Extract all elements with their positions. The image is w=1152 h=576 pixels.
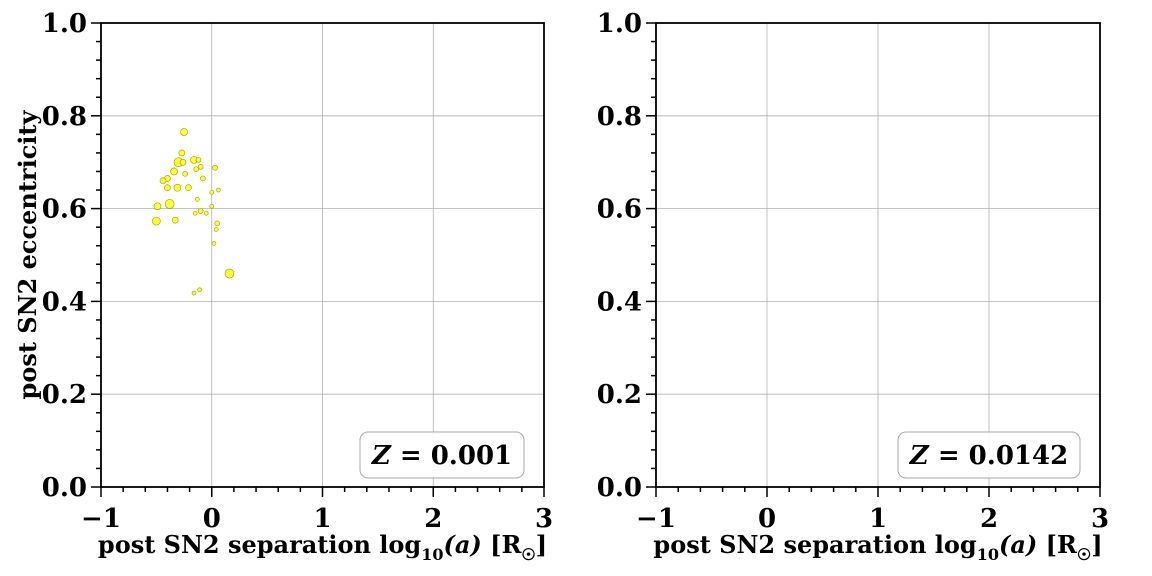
scatter-point — [209, 203, 215, 209]
scatter-point — [213, 227, 219, 232]
scatter-point — [203, 210, 209, 216]
x-axis-label: post SN2 separation log10(a) [R☉] — [653, 530, 1102, 564]
y-tick-label: 0.2 — [42, 380, 87, 410]
minor-ticks — [91, 22, 545, 497]
x-tick-label: 1 — [313, 504, 331, 534]
plot-frame — [655, 22, 1101, 488]
y-tick-label: 0.6 — [597, 195, 642, 225]
y-tick-label: 0.8 — [42, 102, 87, 132]
legend-value: = 0.001 — [391, 441, 512, 471]
x-tick-label: −1 — [81, 504, 121, 534]
scatter-point — [209, 190, 215, 195]
scatter-point — [197, 208, 204, 214]
chart-panel-1: −1 0 1 2 3 0.0 0.2 0.4 0.6 0.8 1.0 post SN2 separat… — [13, 9, 553, 564]
x-tick-label: 3 — [535, 504, 553, 534]
scatter-point — [211, 241, 217, 246]
x-tick-label: 2 — [980, 504, 998, 534]
scatter-point — [193, 166, 200, 172]
y-tick-label: 0.4 — [597, 287, 642, 317]
scatter-point — [195, 157, 202, 163]
scatter-point — [224, 268, 235, 279]
x-axis-label-unit-sub: ☉ — [1077, 545, 1091, 564]
scatter-point — [159, 177, 167, 185]
y-axis-label: post SN2 eccentricity — [13, 110, 42, 400]
scatter-point — [179, 158, 187, 166]
legend-value: = 0.0142 — [929, 441, 1068, 471]
y-tick-label: 0.4 — [42, 287, 87, 317]
x-axis-label-arg: (a) — [443, 530, 481, 559]
x-tick-label: 0 — [203, 504, 221, 534]
legend-text: Z = 0.0142 — [909, 441, 1068, 471]
y-tick-label: 1.0 — [42, 9, 87, 39]
scatter-point — [197, 287, 202, 293]
x-tick-label: −1 — [636, 504, 676, 534]
x-axis-label-arg: (a) — [999, 530, 1037, 559]
y-tick-label: 0.0 — [597, 473, 642, 503]
grid — [100, 22, 545, 488]
scatter-point — [212, 164, 218, 171]
legend-var: Z — [909, 441, 930, 471]
scatter-point — [200, 175, 206, 182]
x-axis-label-close: ] — [536, 530, 547, 559]
plot-frame — [100, 22, 545, 488]
scatter-point — [173, 183, 182, 192]
scatter-point — [197, 164, 204, 170]
x-tick-label: 1 — [869, 504, 887, 534]
scatter-point — [164, 184, 171, 192]
x-tick-label: 0 — [758, 504, 776, 534]
x-axis-label-unit: [R — [482, 530, 523, 559]
x-axis-label-sub: 10 — [977, 545, 999, 564]
legend-box — [359, 431, 525, 479]
scatter-series — [152, 128, 235, 296]
y-tick-label: 1.0 — [597, 9, 642, 39]
chart-panel-2: −1 0 1 2 3 0.0 0.2 0.4 0.6 0.8 1.0 post SN2 separat… — [597, 9, 1109, 564]
x-axis-label-sub: 10 — [421, 545, 443, 564]
scatter-point — [182, 171, 188, 177]
y-tick-label: 0.8 — [597, 102, 642, 132]
y-tick-label: 0.6 — [42, 195, 87, 225]
minor-ticks — [646, 22, 1101, 497]
scatter-point — [191, 290, 197, 296]
scatter-point — [153, 202, 162, 211]
scatter-point — [180, 128, 188, 136]
y-tick-label: 0.0 — [42, 473, 87, 503]
scatter-point — [152, 216, 161, 226]
x-tick-label: 3 — [1091, 504, 1109, 534]
y-tick-label: 0.2 — [597, 380, 642, 410]
scatter-point — [192, 210, 198, 216]
legend-box — [897, 431, 1081, 479]
scatter-point — [195, 197, 200, 202]
x-axis-label-close: ] — [1091, 530, 1102, 559]
x-axis-label-unit: [R — [1037, 530, 1078, 559]
legend-text: Z = 0.001 — [371, 441, 512, 471]
scatter-point — [164, 199, 175, 209]
x-tick-label: 2 — [424, 504, 442, 534]
scatter-point — [185, 184, 192, 192]
x-axis-label-main: post SN2 separation log — [98, 530, 422, 559]
x-axis-label-unit-sub: ☉ — [521, 545, 535, 564]
scatter-point — [178, 149, 186, 157]
scatter-point — [170, 167, 178, 176]
x-axis-label: post SN2 separation log10(a) [R☉] — [98, 530, 547, 564]
scatter-point — [171, 216, 179, 224]
grid — [655, 22, 1101, 488]
scatter-point — [214, 220, 221, 227]
legend-var: Z — [371, 441, 392, 471]
scatter-point — [216, 187, 221, 193]
x-axis-label-main: post SN2 separation log — [653, 530, 977, 559]
